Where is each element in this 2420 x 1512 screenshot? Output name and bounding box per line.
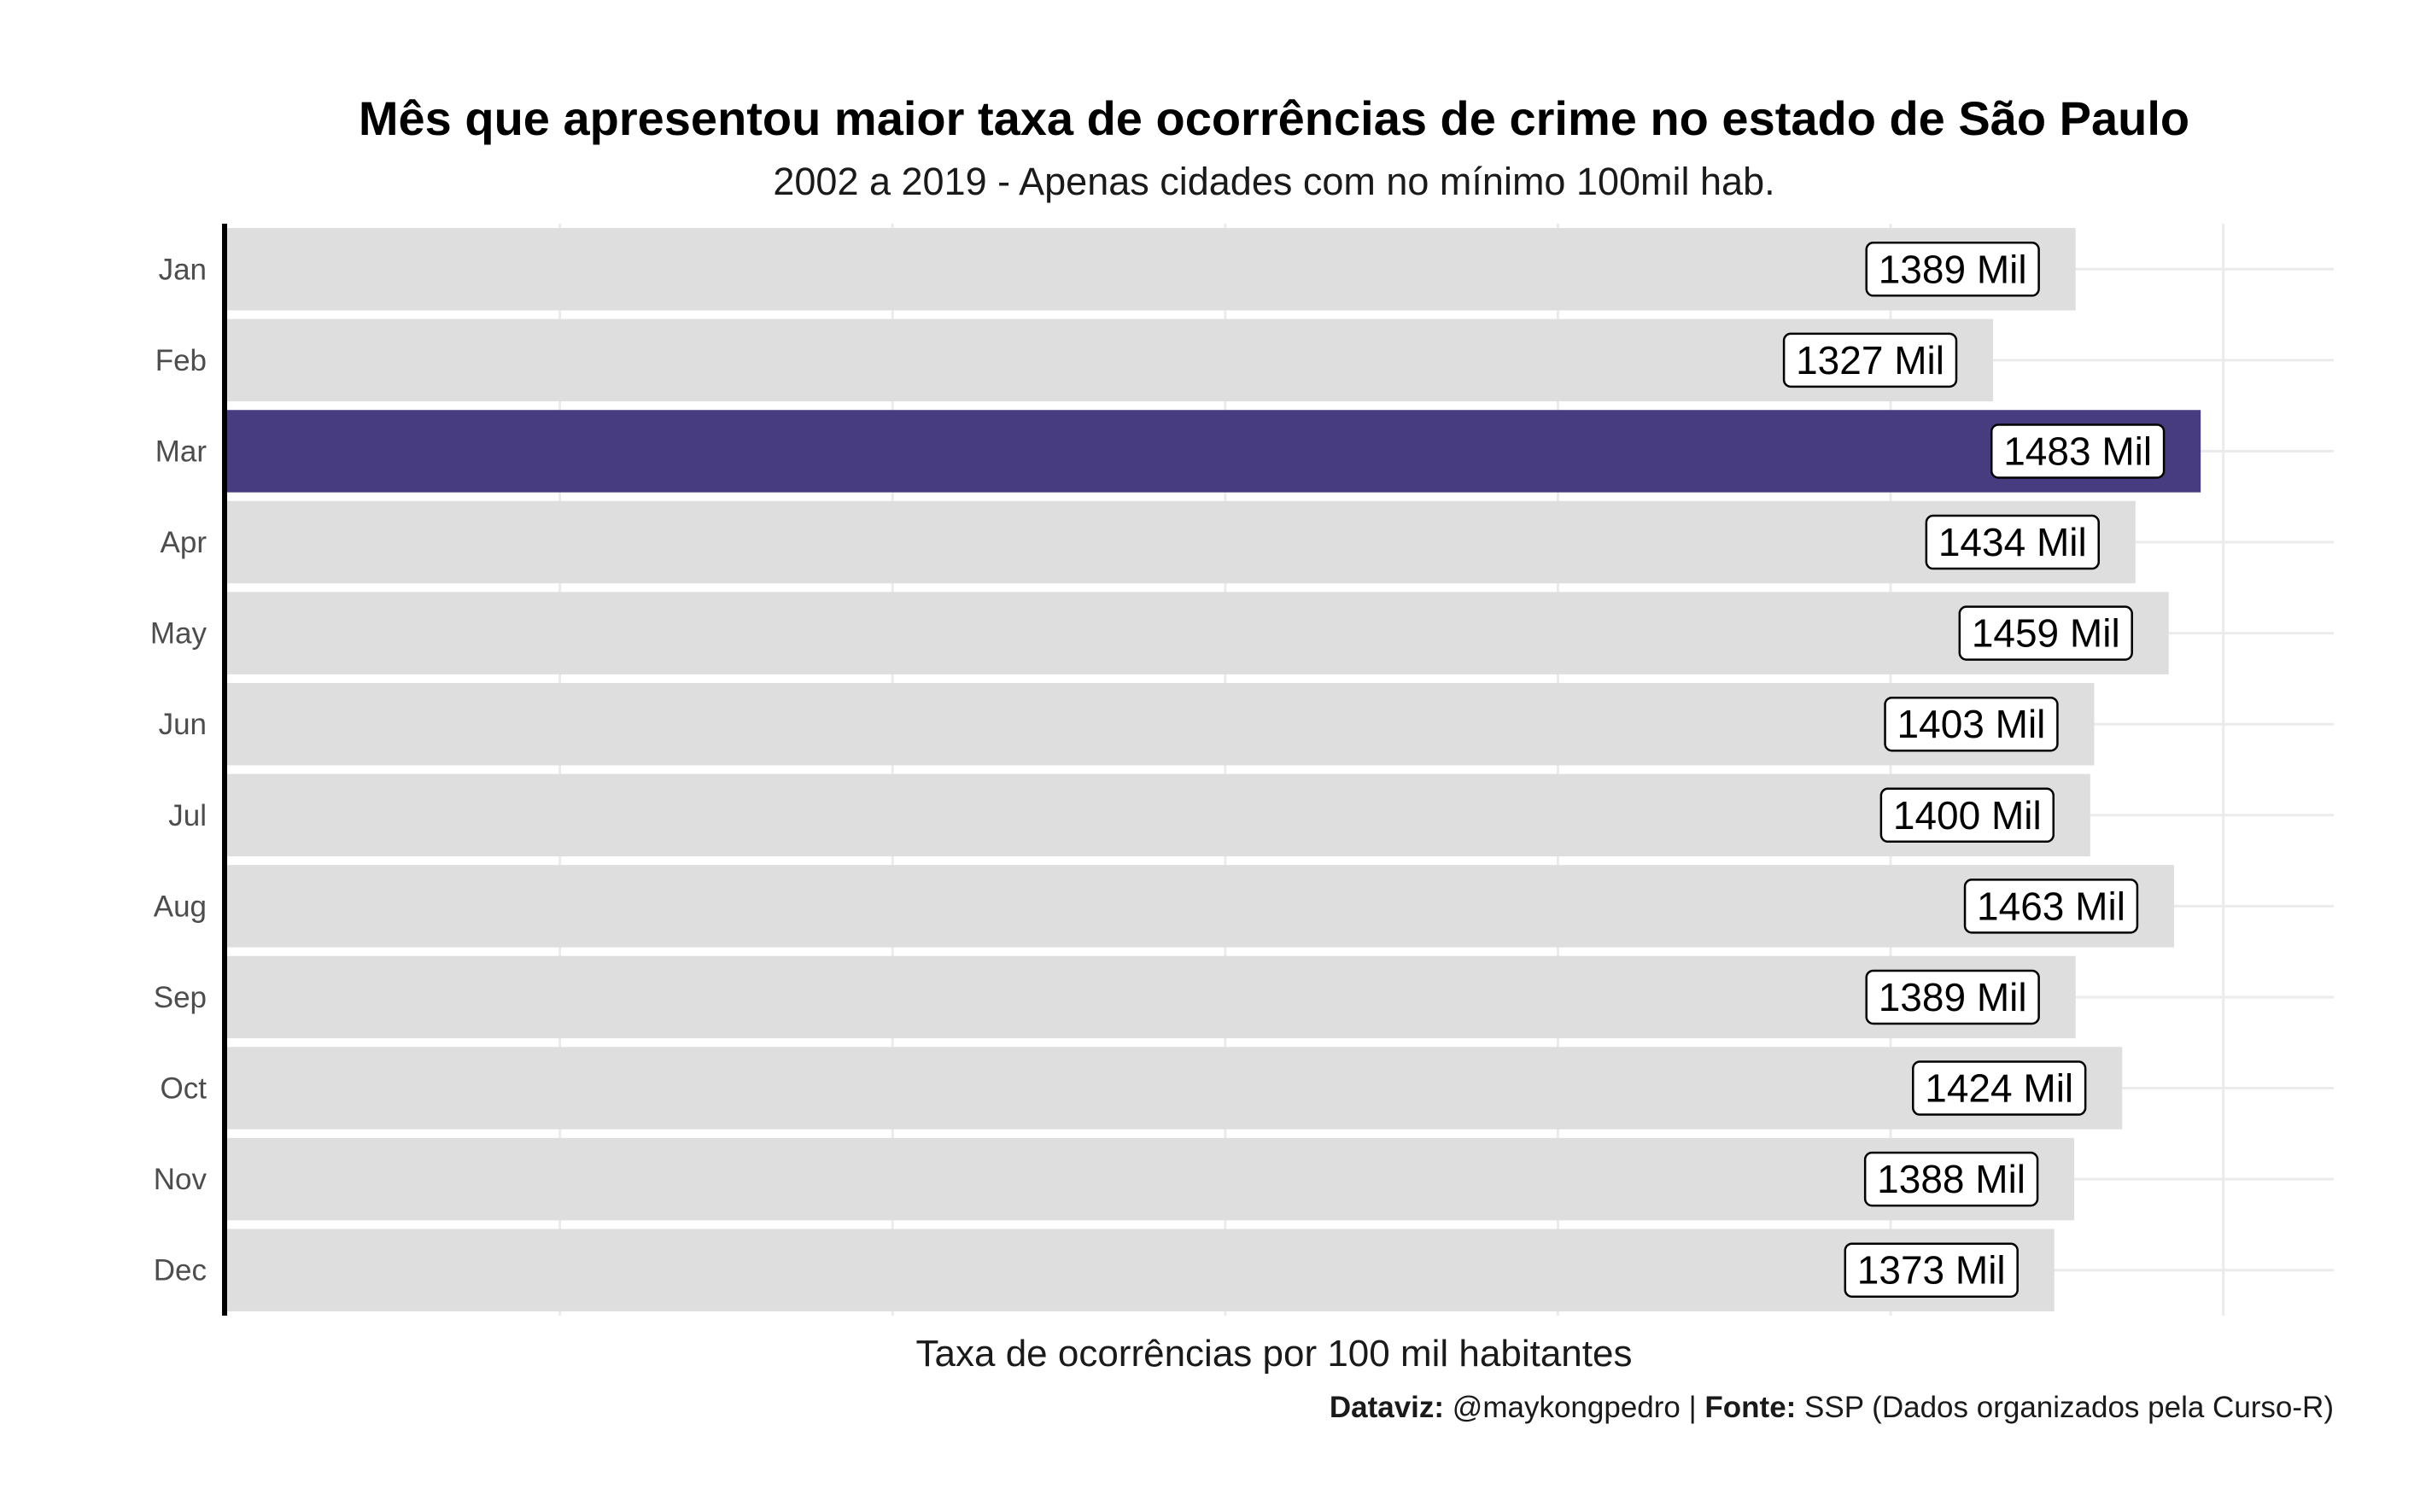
- y-axis-tick-labels: Jan Feb Mar Apr May Jun Jul Aug Sep Oct Nov Dec: [150, 253, 208, 1287]
- chart-subtitle: 2002 a 2019 - Apenas cidades com no míni…: [773, 160, 1774, 203]
- bar-oct: [227, 1047, 2123, 1130]
- data-label-box: [1863, 1151, 2039, 1207]
- data-label-may: 1459 Mil: [1958, 605, 2133, 661]
- y-tick-label-mar: Mar: [155, 435, 208, 468]
- y-tick-label-feb: Feb: [155, 344, 207, 377]
- y-tick-label-jan: Jan: [159, 253, 207, 286]
- bar-jun: [227, 682, 2095, 766]
- bar-feb: [227, 318, 1994, 402]
- data-labels: 1389 Mil 1327 Mil 1483 Mil 1434 Mil 1459 Mil…: [1782, 242, 2166, 1298]
- bars: [227, 228, 2201, 1311]
- bar-aug: [227, 865, 2174, 948]
- data-label-text: 1483 Mil: [2003, 429, 2152, 473]
- y-tick-label-sep: Sep: [154, 981, 207, 1014]
- data-label-jan: 1389 Mil: [1865, 242, 2040, 297]
- bar-jan: [227, 228, 2076, 311]
- caption-dataviz-value: @maykongpedro |: [1444, 1391, 1704, 1424]
- y-tick-label-oct: Oct: [161, 1072, 208, 1106]
- data-label-oct: 1424 Mil: [1912, 1060, 2087, 1116]
- data-label-box: [1844, 1242, 2019, 1298]
- data-label-box: [1925, 514, 2100, 570]
- data-label-box: [1884, 696, 2059, 752]
- caption: Dataviz: @maykongpedro | Fonte: SSP (Dad…: [1330, 1391, 2334, 1424]
- y-tick-label-jul: Jul: [168, 799, 207, 832]
- data-label-text: 1389 Mil: [1879, 975, 2027, 1019]
- data-label-text: 1434 Mil: [1938, 520, 2087, 564]
- data-label-aug: 1463 Mil: [1963, 879, 2139, 934]
- data-label-text: 1373 Mil: [1857, 1248, 2006, 1293]
- data-label-box: [1865, 242, 2040, 297]
- data-label-box: [1782, 332, 1958, 388]
- y-tick-label-apr: Apr: [161, 526, 208, 559]
- data-label-text: 1424 Mil: [1925, 1066, 2073, 1111]
- data-label-dec: 1373 Mil: [1844, 1242, 2019, 1298]
- y-tick-label-nov: Nov: [154, 1163, 208, 1196]
- data-label-jul: 1400 Mil: [1879, 787, 2055, 844]
- bar-mar: [227, 410, 2201, 493]
- data-label-text: 1403 Mil: [1897, 702, 2046, 746]
- data-label-text: 1459 Mil: [1972, 611, 2120, 656]
- bar-sep: [227, 955, 2076, 1039]
- data-label-box: [1865, 969, 2040, 1025]
- data-label-box: [1958, 605, 2133, 661]
- y-tick-label-aug: Aug: [154, 890, 207, 923]
- data-label-box: [1990, 423, 2166, 479]
- caption-source-value: SSP (Dados organizados pela Curso-R): [1796, 1391, 2334, 1424]
- bar-may: [227, 592, 2169, 674]
- bar-apr: [227, 500, 2136, 584]
- data-label-jun: 1403 Mil: [1884, 696, 2059, 752]
- data-label-nov: 1388 Mil: [1863, 1151, 2039, 1207]
- data-label-text: 1327 Mil: [1796, 338, 1944, 382]
- bar-jul: [227, 774, 2090, 857]
- caption-source-label: Fonte:: [1704, 1391, 1796, 1424]
- data-label-text: 1388 Mil: [1877, 1157, 2025, 1201]
- data-label-text: 1389 Mil: [1879, 247, 2027, 291]
- x-axis-title: Taxa de ocorrências por 100 mil habitant…: [916, 1333, 1633, 1375]
- bar-nov: [227, 1137, 2075, 1221]
- data-label-text: 1463 Mil: [1977, 884, 2125, 928]
- data-label-box: [1912, 1060, 2087, 1116]
- y-tick-label-may: May: [150, 617, 208, 651]
- data-label-text: 1400 Mil: [1893, 793, 2042, 838]
- y-tick-label-jun: Jun: [159, 708, 207, 741]
- y-tick-label-dec: Dec: [154, 1254, 207, 1287]
- data-label-mar: 1483 Mil: [1990, 423, 2166, 479]
- data-label-apr: 1434 Mil: [1925, 514, 2100, 570]
- data-label-feb: 1327 Mil: [1782, 332, 1958, 388]
- caption-dataviz-label: Dataviz:: [1330, 1391, 1444, 1424]
- data-label-box: [1963, 879, 2139, 934]
- chart-title: Mês que apresentou maior taxa de ocorrên…: [359, 91, 2189, 145]
- bar-dec: [227, 1229, 2055, 1311]
- data-label-box: [1879, 787, 2055, 844]
- data-label-sep: 1389 Mil: [1865, 969, 2040, 1025]
